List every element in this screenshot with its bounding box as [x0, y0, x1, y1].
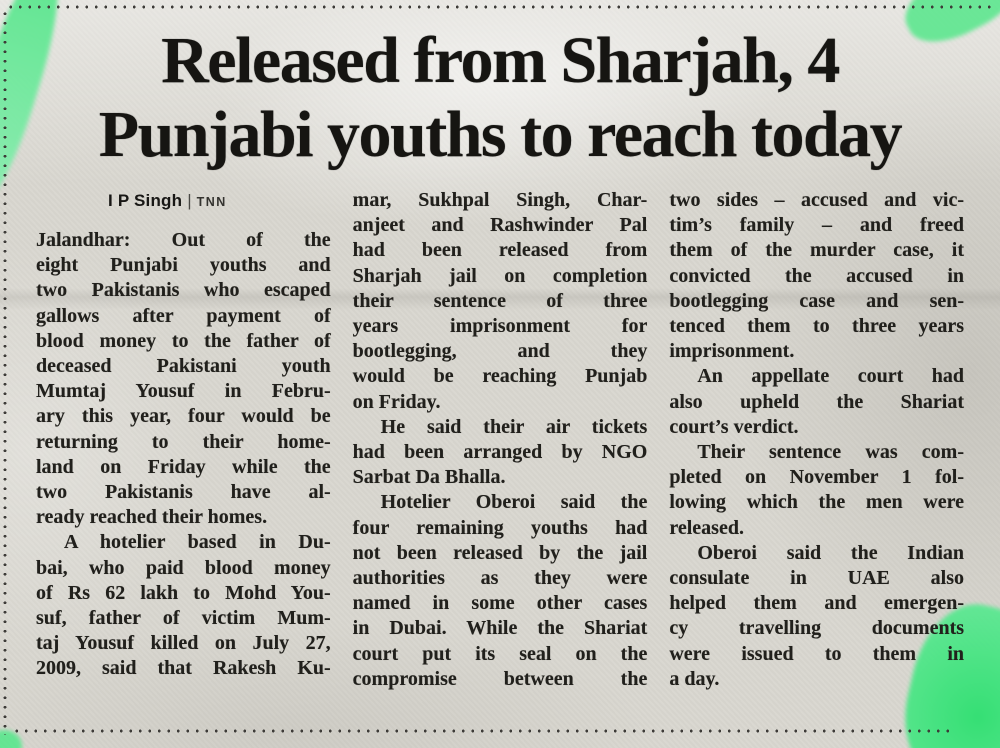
article-line: A hotelier based in Du- [64, 531, 331, 554]
article-line: blood money to the father of [36, 329, 331, 352]
article-line: tim’s family – and freed [669, 214, 965, 237]
article-line: not been released by the jail [352, 541, 648, 564]
article-body: I P Singh | TNN Jalandhar: Out of the eight… [0, 188, 1000, 692]
article-line: released. [669, 516, 744, 539]
article-line: court put its seal on the [352, 642, 648, 665]
column-1-text: Jalandhar: Out of the eight Punjabi youth… [36, 228, 331, 682]
article-line: returning to their home- [36, 430, 331, 453]
article-line: imprisonment. [669, 340, 795, 363]
article-line: Jalandhar: Out of the [36, 229, 331, 251]
article-line: ary this year, four would be [36, 405, 331, 428]
article-line: eight Punjabi youths and [36, 254, 331, 277]
headline: Released from Sharjah, 4 Punjabi youths … [0, 0, 1000, 172]
article-line: 2009, said that Rakesh Ku- [36, 657, 331, 680]
headline-line-2: Punjabi youths to reach today [98, 98, 903, 171]
byline-author: I P Singh [108, 191, 183, 210]
article: Released from Sharjah, 4 Punjabi youths … [0, 0, 1000, 692]
article-line: had been released from [352, 239, 648, 262]
article-line: ready reached their homes. [36, 506, 268, 529]
article-line: on Friday. [352, 390, 441, 413]
article-line: He said their air tickets [380, 415, 648, 438]
article-line: lowing which the men were [669, 491, 965, 514]
byline: I P Singh | TNN [36, 191, 331, 211]
article-line: their sentence of three [352, 289, 648, 312]
article-line: a day. [669, 667, 720, 690]
article-line: An appellate court had [697, 365, 965, 388]
article-line: Oberoi said the Indian [697, 541, 965, 564]
column-2-text: mar, Sukhpal Singh, Char-anjeet and Rash… [353, 188, 648, 692]
perforation-dots-bottom [12, 729, 950, 733]
article-column-3: two sides – accused and vic-tim’s family… [669, 188, 964, 692]
article-line: were issued to them in [669, 642, 965, 665]
article-line: cy travelling documents [669, 617, 965, 640]
article-line: had been arranged by NGO [352, 441, 648, 464]
headline-line-1: Released from Sharjah, 4 [161, 24, 840, 97]
article-line: four remaining youths had [352, 516, 648, 539]
green-marker-bottom-left [0, 730, 22, 748]
article-line: two Pakistanis who escaped [36, 279, 331, 302]
article-line: two Pakistanis have al- [36, 481, 331, 504]
article-line: named in some other cases [352, 592, 648, 615]
article-line: bai, who paid blood money [36, 556, 331, 579]
article-column-1: I P Singh | TNN Jalandhar: Out of the eight… [36, 188, 331, 692]
dateline: Jalandhar: [36, 229, 131, 251]
article-line: Their sentence was com- [697, 441, 965, 464]
article-line: authorities as they were [352, 567, 648, 590]
article-line: anjeet and Rashwinder Pal [352, 214, 648, 237]
column-3-text: two sides – accused and vic-tim’s family… [669, 188, 964, 692]
article-line: bootlegging case and sen- [669, 289, 965, 312]
article-line: of Rs 62 lakh to Mohd You- [36, 581, 331, 604]
article-line: consulate in UAE also [669, 567, 965, 590]
article-line: Hotelier Oberoi said the [380, 491, 648, 514]
article-line: tenced them to three years [669, 315, 965, 338]
article-line: also upheld the Shariat [669, 390, 965, 413]
article-line: suf, father of victim Mum- [36, 607, 331, 630]
article-line: convicted the accused in [669, 264, 965, 287]
article-line: helped them and emergen- [669, 592, 965, 615]
article-line: Mumtaj Yousuf in Febru- [36, 380, 331, 403]
article-line: in Dubai. While the Shariat [352, 617, 648, 640]
article-line: taj Yousuf killed on July 27, [36, 632, 331, 655]
article-line: pleted on November 1 fol- [669, 466, 965, 489]
article-line: two sides – accused and vic- [669, 189, 965, 211]
byline-agency: TNN [196, 195, 227, 209]
byline-separator: | [187, 191, 192, 210]
article-line: them of the murder case, it [669, 239, 965, 262]
article-line: compromise between the [352, 667, 648, 690]
article-column-2: mar, Sukhpal Singh, Char-anjeet and Rash… [353, 188, 648, 692]
article-line: court’s verdict. [669, 415, 799, 438]
article-line: years imprisonment for [352, 315, 648, 338]
article-line: would be reaching Punjab [352, 365, 648, 388]
article-line: bootlegging, and they [352, 340, 648, 363]
article-line: mar, Sukhpal Singh, Char- [352, 189, 648, 211]
article-line: deceased Pakistani youth [36, 355, 331, 378]
article-line: land on Friday while the [36, 455, 331, 478]
article-line: Sharjah jail on completion [352, 264, 648, 287]
article-line: gallows after payment of [36, 304, 331, 327]
article-line: Sarbat Da Bhalla. [352, 466, 506, 489]
